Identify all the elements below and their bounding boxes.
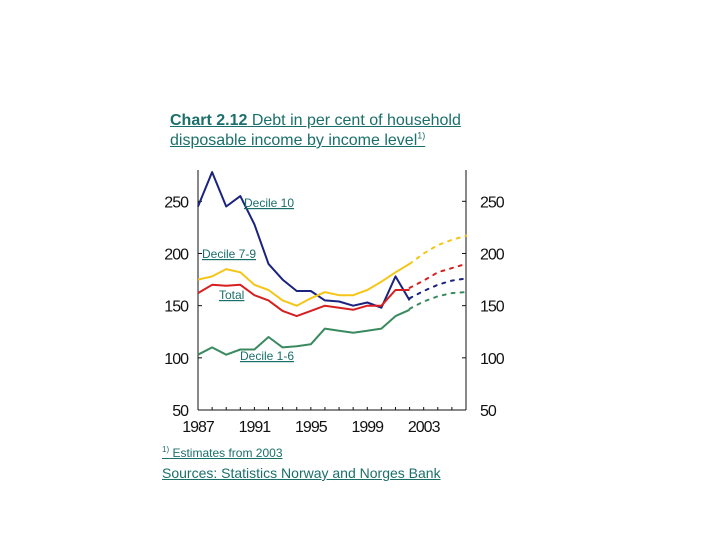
y-tick-label-right: 200 [480,246,505,263]
series-label-total: Total [219,288,244,302]
series-line-decile-7-9 [197,263,411,307]
y-tick-label-right: 250 [480,194,505,211]
series-estimate-decile-1-6 [408,291,467,310]
footnote: 1) Estimates from 2003 [162,445,283,461]
x-tick-label: 1999 [351,419,384,436]
series-estimate-decile-10 [408,277,467,300]
footnote-text: Estimates from 2003 [169,446,283,460]
y-tick-label-right: 100 [480,351,505,368]
chart-title-line2: disposable income by income level [170,132,418,149]
series-label-decile-7-9: Decile 7-9 [202,247,256,261]
x-tick-label: 1995 [295,419,328,436]
y-tick-label-right: 150 [480,299,505,316]
y-tick-label-left: 200 [164,246,189,263]
footnote-mark: 1) [162,445,170,454]
x-tick-label: 1991 [239,419,272,436]
axis-ticks: 50 50 100 100 150 150 200 200 250 250 1987 1991 1995… [164,194,506,436]
chart-title: Chart 2.12 Debt in per cent of household… [170,111,530,151]
y-tick-label-left: 250 [164,194,189,211]
y-tick-label-left: 150 [164,299,189,316]
series-label-decile-1-6: Decile 1-6 [240,349,294,363]
y-tick-label-left: 50 [172,403,189,420]
series-line-total [197,283,410,318]
x-tick-label: 1987 [182,419,215,436]
series-line-decile-1-6 [197,308,411,356]
series-estimate-total [408,262,467,289]
x-tick-label: 2003 [408,419,441,436]
sources-note: Sources: Statistics Norway and Norges Ba… [162,465,441,481]
chart-title-prefix: Chart 2.12 [170,112,248,129]
series-labels: Decile 10 Decile 7-9 Total Decile 1-6 [202,196,294,363]
series-label-decile-10: Decile 10 [244,196,294,210]
chart-title-rest: Debt in per cent of household [247,112,461,129]
y-tick-label-right: 50 [480,403,497,420]
series-lines [197,171,467,356]
y-tick-label-left: 100 [164,351,189,368]
series-estimate-decile-7-9 [408,234,467,265]
chart-title-footnote-mark: 1) [417,130,426,141]
plot-frame [197,170,467,411]
